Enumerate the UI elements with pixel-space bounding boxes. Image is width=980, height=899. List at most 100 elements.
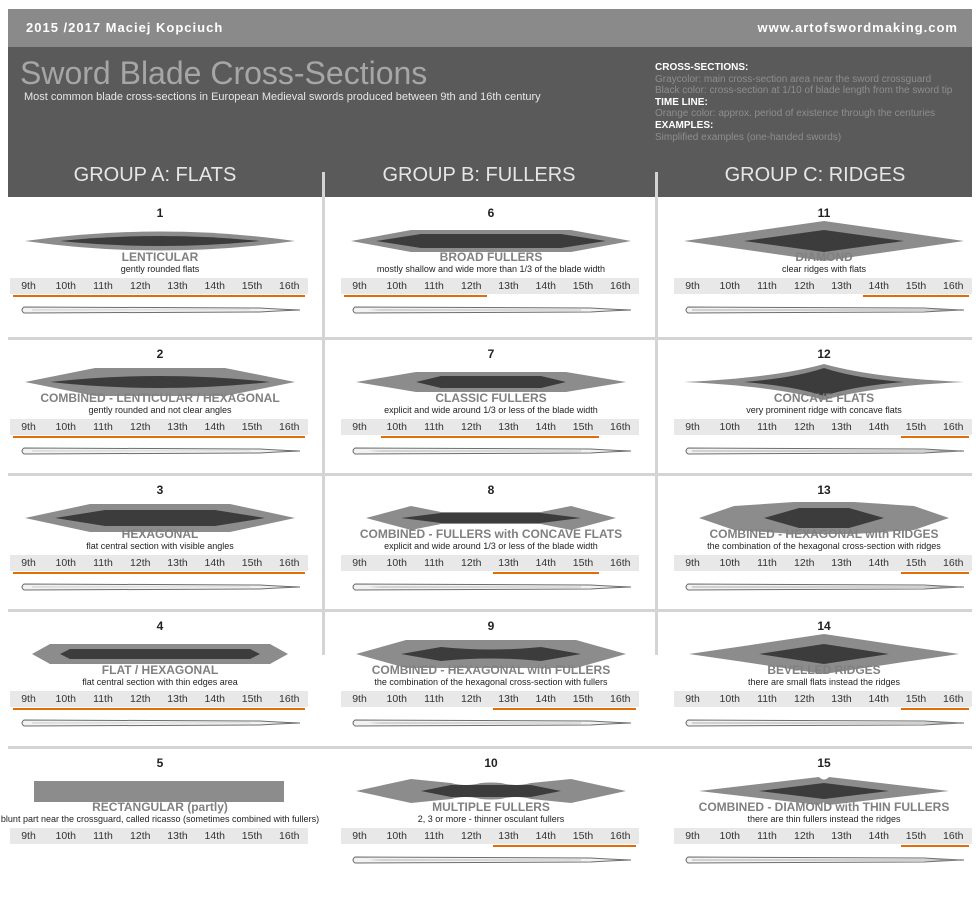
timeline-range-bar bbox=[493, 845, 636, 847]
timeline: 9th 10th 11th 12th 13th 14th 15th 16th bbox=[341, 555, 639, 571]
blade-example bbox=[352, 719, 632, 727]
century-label: 10th bbox=[55, 421, 76, 433]
column-separator bbox=[322, 172, 325, 655]
section-number: 4 bbox=[156, 619, 164, 633]
cross-section-shape bbox=[699, 777, 949, 805]
century-label: 13th bbox=[167, 280, 188, 292]
timeline-range-bar bbox=[381, 436, 599, 438]
section-number: 10 bbox=[484, 756, 498, 770]
century-label: 9th bbox=[352, 557, 367, 569]
top-bar: 2015 /2017 Maciej Kopciuch www.artofswor… bbox=[8, 9, 972, 47]
timeline-range-bar bbox=[344, 295, 487, 297]
blade-example bbox=[352, 583, 632, 591]
century-label: 16th bbox=[279, 280, 300, 292]
blade-example bbox=[352, 447, 632, 455]
century-label: 13th bbox=[831, 830, 852, 842]
century-label: 11th bbox=[93, 830, 113, 842]
century-label: 16th bbox=[279, 830, 300, 842]
timeline-range-bar bbox=[493, 708, 636, 710]
section-number: 9 bbox=[487, 619, 495, 633]
timeline-range-bar bbox=[863, 295, 969, 297]
century-label: 13th bbox=[498, 421, 519, 433]
section-number: 13 bbox=[817, 483, 831, 497]
century-label: 13th bbox=[167, 693, 188, 705]
century-label: 15th bbox=[241, 693, 263, 705]
cross-section-shape bbox=[25, 368, 295, 396]
section-name: HEXAGONAL bbox=[121, 527, 199, 541]
cross-section-cell: 9 COMBINED - HEXAGONAL with FULLERS the co… bbox=[341, 614, 641, 750]
section-name: BEVELLED RIDGES bbox=[767, 663, 881, 677]
century-label: 13th bbox=[498, 280, 519, 292]
cross-section-cell: 7 CLASSIC FULLERS explicit and wide around… bbox=[341, 342, 641, 478]
cross-section-cell: 5 RECTANGULAR (partly) blunt part near the… bbox=[1, 751, 319, 887]
timeline-range-bar bbox=[13, 708, 305, 710]
cross-section-shape bbox=[689, 634, 959, 674]
row-separator bbox=[8, 473, 972, 476]
cross-section-shape bbox=[356, 640, 626, 668]
century-label: 13th bbox=[831, 280, 852, 292]
cross-section-shape bbox=[32, 644, 288, 664]
century-label: 14th bbox=[204, 693, 225, 705]
group-b-title: GROUP B: FULLERS bbox=[382, 164, 576, 186]
cross-section-shape bbox=[351, 230, 631, 252]
century-label: 12th bbox=[461, 280, 482, 292]
century-label: 14th bbox=[204, 280, 225, 292]
cross-section-cell: 10 MULTIPLE FULLERS 2, 3 or more - thinner… bbox=[341, 751, 641, 887]
section-name: LENTICULAR bbox=[121, 250, 199, 264]
century-label: 15th bbox=[905, 557, 927, 569]
legend-examples-text: Simplified examples (one-handed swords) bbox=[655, 131, 842, 143]
century-label: 13th bbox=[498, 830, 519, 842]
century-label: 9th bbox=[685, 830, 700, 842]
cross-section-cell: 12 CONCAVE FLATS very prominent ridge with… bbox=[674, 342, 974, 478]
legend-cross-heading: CROSS-SECTIONS: bbox=[655, 62, 749, 73]
section-description: mostly shallow and wide more than 1/3 of… bbox=[376, 264, 606, 274]
century-label: 15th bbox=[572, 280, 594, 292]
century-label: 16th bbox=[943, 693, 964, 705]
blade-example bbox=[685, 447, 965, 455]
cross-section-cell: 13 COMBINED - HEXAGONAL with RIDGES the co… bbox=[674, 478, 974, 614]
cross-section-shape bbox=[366, 506, 616, 530]
century-label: 15th bbox=[241, 421, 263, 433]
timeline-range-bar bbox=[900, 436, 969, 438]
century-label: 11th bbox=[93, 280, 113, 292]
century-label: 16th bbox=[279, 693, 300, 705]
blade-example bbox=[685, 583, 965, 591]
cross-section-cell: 14 BEVELLED RIDGES there are small flats i… bbox=[674, 614, 974, 750]
section-number: 5 bbox=[156, 756, 164, 770]
section-description: clear ridges with flats bbox=[781, 264, 867, 274]
section-name: COMBINED - FULLERS with CONCAVE FLATS bbox=[359, 527, 623, 541]
century-label: 12th bbox=[461, 693, 482, 705]
century-label: 9th bbox=[685, 421, 700, 433]
century-label: 10th bbox=[719, 280, 740, 292]
section-description: gently rounded flats bbox=[120, 264, 200, 274]
blade-example bbox=[21, 447, 301, 455]
century-label: 12th bbox=[130, 557, 151, 569]
legend-time-heading: TIME LINE: bbox=[655, 96, 708, 108]
blade-example bbox=[352, 856, 632, 864]
century-label: 15th bbox=[905, 421, 927, 433]
century-label: 14th bbox=[535, 830, 556, 842]
century-label: 12th bbox=[130, 693, 151, 705]
century-label: 11th bbox=[424, 830, 444, 842]
section-number: 11 bbox=[817, 206, 831, 220]
century-label: 9th bbox=[685, 693, 700, 705]
section-name: CLASSIC FULLERS bbox=[435, 391, 547, 405]
timeline-range-bar bbox=[13, 572, 305, 574]
section-number: 1 bbox=[156, 206, 164, 220]
cross-section-cell: 2 COMBINED - LENTICULAR / HEXAGONAL gently… bbox=[10, 342, 310, 478]
blade-example bbox=[21, 719, 301, 727]
section-description: flat central section with visible angles bbox=[86, 541, 234, 551]
century-label: 9th bbox=[352, 830, 367, 842]
century-label: 9th bbox=[685, 280, 700, 292]
century-label: 16th bbox=[943, 557, 964, 569]
century-label: 15th bbox=[572, 830, 594, 842]
timeline: 9th 10th 11th 12th 13th 14th 15th 16th bbox=[674, 278, 972, 294]
section-name: COMBINED - HEXAGONAL with FULLERS bbox=[371, 663, 611, 677]
century-label: 13th bbox=[167, 830, 188, 842]
row-separator bbox=[8, 337, 972, 340]
section-description: there are small flats instead the ridges bbox=[747, 677, 901, 687]
cross-section-cell: 8 COMBINED - FULLERS with CONCAVE FLATS ex… bbox=[341, 478, 641, 614]
century-label: 12th bbox=[794, 693, 815, 705]
timeline: 9th 10th 11th 12th 13th 14th 15th 16th bbox=[674, 828, 972, 844]
century-label: 9th bbox=[21, 693, 36, 705]
